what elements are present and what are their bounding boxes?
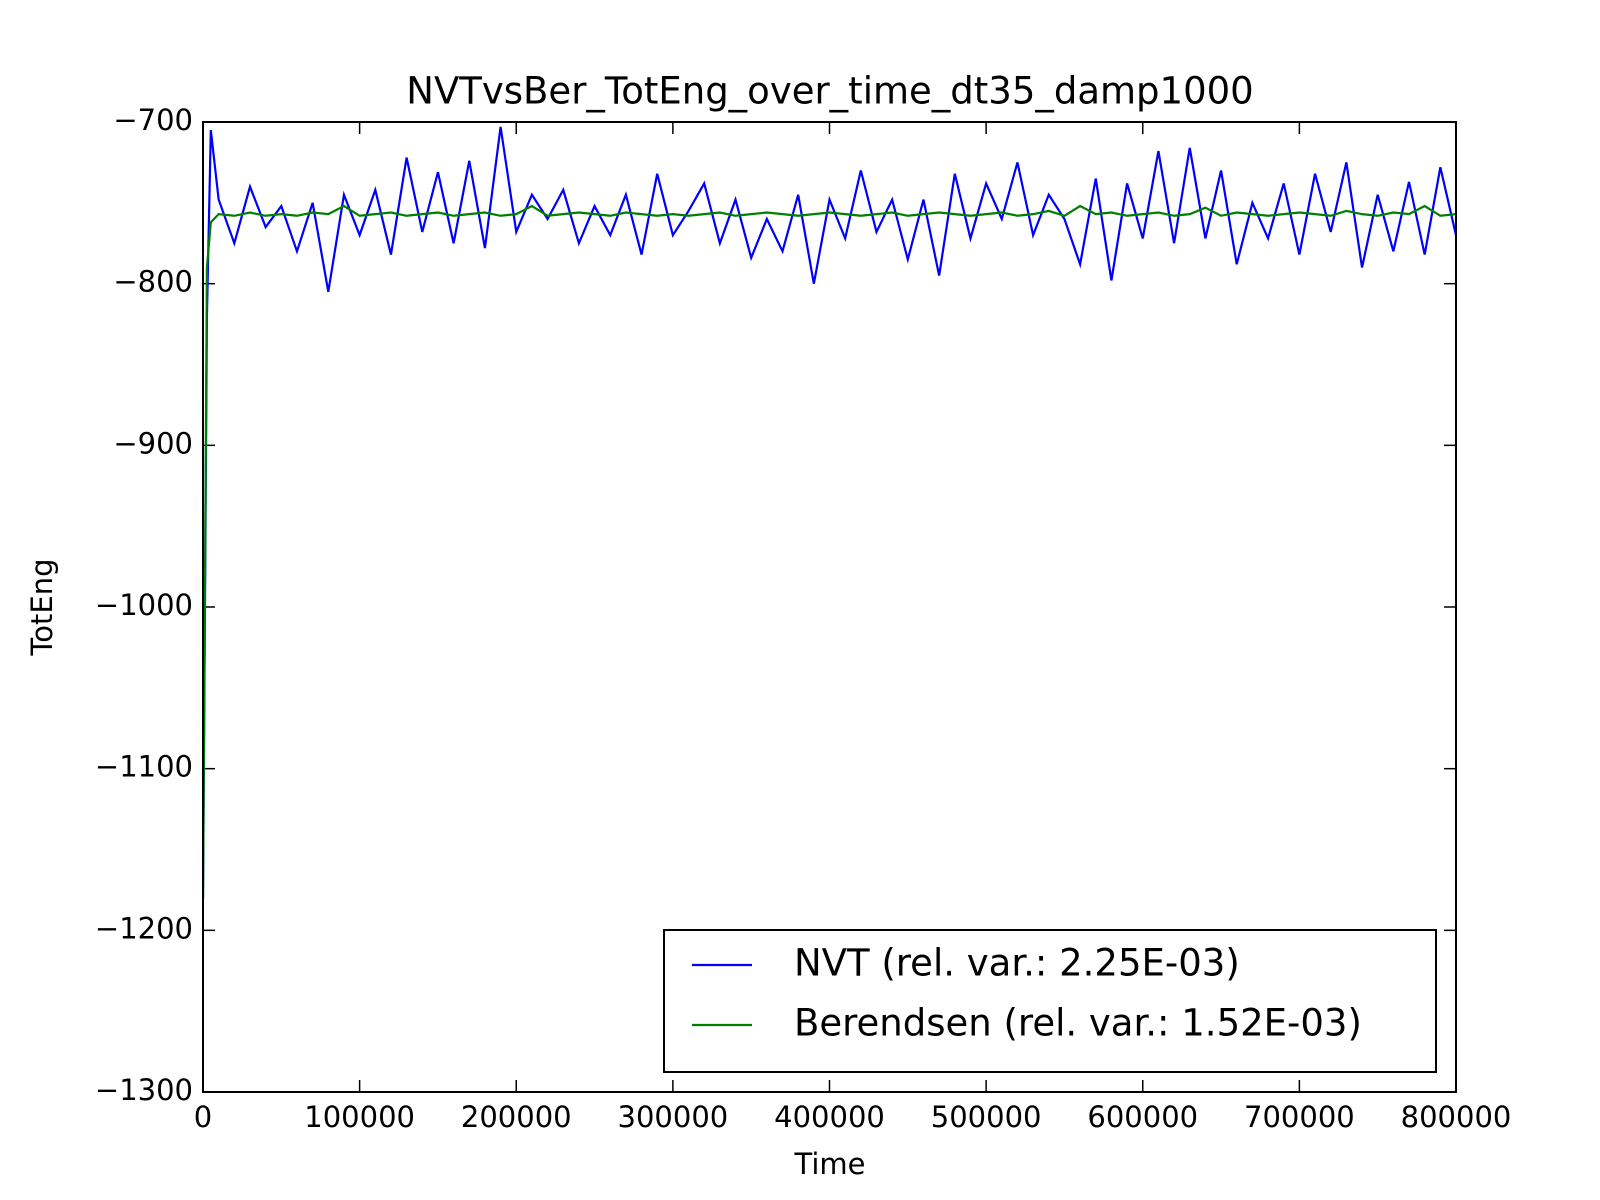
y-tick-label: −1300 bbox=[95, 1073, 193, 1107]
x-tick-label: 300000 bbox=[618, 1100, 729, 1134]
x-tick-label: 500000 bbox=[931, 1100, 1042, 1134]
y-tick-label: −1200 bbox=[95, 911, 193, 945]
y-tick-label: −800 bbox=[113, 265, 193, 299]
x-tick-label: 600000 bbox=[1087, 1100, 1198, 1134]
x-tick-label: 800000 bbox=[1401, 1100, 1512, 1134]
x-tick-label: 100000 bbox=[304, 1100, 415, 1134]
y-axis-label: TotEng bbox=[25, 558, 59, 656]
plot-frame bbox=[202, 121, 1457, 1093]
x-axis-label: Time bbox=[794, 1147, 866, 1181]
x-tick-label: 700000 bbox=[1244, 1100, 1355, 1134]
x-tick-label: 0 bbox=[194, 1100, 212, 1134]
legend-label: NVT (rel. var.: 2.25E-03) bbox=[794, 942, 1240, 985]
legend-label: Berendsen (rel. var.: 1.52E-03) bbox=[794, 1002, 1362, 1045]
legend-box bbox=[663, 929, 1437, 1073]
chart-title: NVTvsBer_TotEng_over_time_dt35_damp1000 bbox=[406, 70, 1253, 113]
x-tick-label: 200000 bbox=[461, 1100, 572, 1134]
series-line bbox=[203, 126, 1456, 899]
y-tick-label: −1100 bbox=[95, 750, 193, 784]
y-tick-label: −1000 bbox=[95, 588, 193, 622]
y-tick-label: −900 bbox=[113, 426, 193, 460]
y-tick-label: −700 bbox=[113, 103, 193, 137]
series-line bbox=[203, 204, 1456, 899]
x-tick-label: 400000 bbox=[774, 1100, 885, 1134]
